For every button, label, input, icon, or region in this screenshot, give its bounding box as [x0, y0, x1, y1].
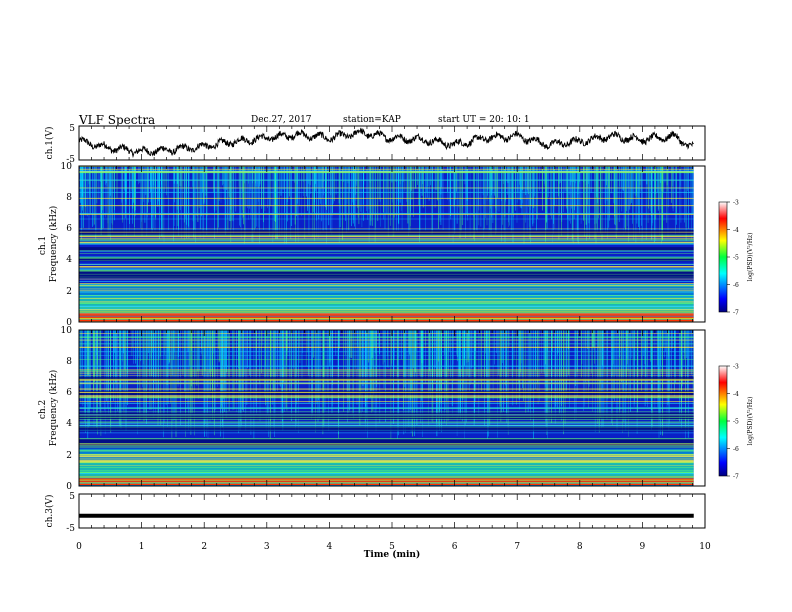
ch3-voltage-panel: 5 -5 ch.3(V) [44, 492, 706, 534]
colorbar-tick-label: -5 [733, 419, 739, 426]
ch3-voltage-ticks [78, 494, 706, 528]
station-label: station=KAP [343, 115, 401, 125]
ch2-spectrogram-image [79, 330, 705, 486]
ch1-ytick-0: 0 [66, 318, 72, 328]
ch2-spectrogram-ticks [78, 330, 706, 486]
x-axis-tick-labels: 0 1 2 3 4 5 6 7 8 9 10 [76, 542, 711, 552]
ch1-spectrogram-panel: 0 2 4 6 8 10 ch.1 Frequency (kHz) -3 -4 -5… [38, 162, 754, 328]
colorbar-tick-label: -7 [733, 474, 739, 481]
x-tick-label-10: 10 [699, 542, 711, 552]
ch2-ytick-10: 10 [61, 326, 73, 336]
date-label: Dec.27, 2017 [251, 115, 312, 125]
ch1-ytick-8: 8 [66, 193, 72, 203]
x-tick-label-0: 0 [76, 542, 82, 552]
chart-title: VLF Spectra [79, 113, 156, 127]
ch2-ytick-0: 0 [66, 482, 72, 492]
ch2-ytick-6: 6 [66, 388, 72, 398]
ch2-colorbar-ticks: -3 -4 -5 -6 -7 [727, 364, 739, 481]
x-tick-label-7: 7 [514, 542, 520, 552]
colorbar-tick-label: -6 [733, 446, 739, 453]
ch1-ytick-top: 5 [69, 124, 75, 134]
ch3-voltage-ylabel: ch.3(V) [44, 495, 55, 528]
ch1-ytick-2: 2 [66, 287, 72, 297]
ch1-colorbar [718, 201, 728, 313]
ch1-ytick-4: 4 [66, 255, 72, 265]
colorbar-tick-label: -3 [733, 364, 739, 371]
x-tick-label-9: 9 [640, 542, 646, 552]
colorbar-tick-label: -4 [733, 227, 739, 234]
ch1-voltage-trace [78, 127, 694, 159]
ch2-ytick-8: 8 [66, 357, 72, 367]
ch1-voltage-panel: 5 -5 ch.1(V) [44, 124, 706, 165]
ch2-ytick-4: 4 [66, 419, 72, 429]
x-tick-label-4: 4 [327, 542, 333, 552]
ch1-spectrogram-ylabel: ch.1 Frequency (kHz) [38, 206, 59, 283]
start-time-label: start UT = 20: 10: 1 [438, 115, 530, 125]
x-tick-label-8: 8 [577, 542, 583, 552]
ch2-colorbar-label: log(PSD)(V²/Hz) [747, 397, 754, 446]
ch3-ytick-top: 5 [69, 492, 75, 502]
x-tick-label-2: 2 [201, 542, 207, 552]
x-axis-label: Time (min) [364, 549, 421, 560]
colorbar-tick-label: -7 [733, 310, 739, 317]
ch3-ytick-bottom: -5 [66, 524, 75, 534]
ch1-voltage-ylabel: ch.1(V) [44, 127, 55, 160]
colorbar-tick-label: -6 [733, 282, 739, 289]
ch1-voltage-ticks [78, 126, 706, 160]
colorbar-tick-label: -4 [733, 391, 739, 398]
ch1-ytick-6: 6 [66, 224, 72, 234]
colorbar-tick-label: -5 [733, 255, 739, 262]
ch1-spectrogram-ticks [78, 166, 706, 322]
colorbar-tick-label: -3 [733, 200, 739, 207]
x-tick-label-1: 1 [139, 542, 145, 552]
ch1-ytick-bottom: -5 [66, 155, 75, 165]
ch2-colorbar [718, 365, 728, 477]
ch1-colorbar-ticks: -3 -4 -5 -6 -7 [727, 200, 739, 317]
x-tick-label-6: 6 [452, 542, 458, 552]
ch2-spectrogram-ylabel: ch.2 Frequency (kHz) [38, 370, 59, 447]
ch1-colorbar-label: log(PSD)(V²/Hz) [747, 233, 754, 282]
ch2-ytick-2: 2 [66, 451, 72, 461]
ch1-ytick-10: 10 [61, 162, 73, 172]
ch2-spectrogram-panel: 0 2 4 6 8 10 ch.2 Frequency (kHz) -3 -4 -5… [38, 326, 754, 492]
x-tick-label-3: 3 [264, 542, 270, 552]
ch1-spectrogram-image [79, 165, 705, 322]
x-tick-label-5: 5 [389, 542, 395, 552]
